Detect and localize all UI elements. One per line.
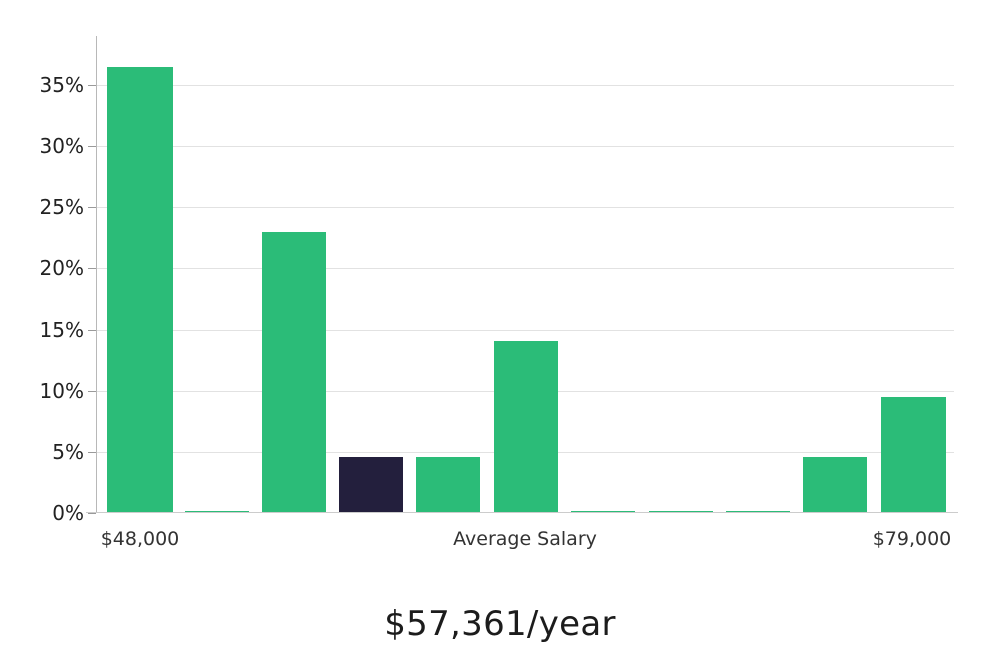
- bar[interactable]: [571, 510, 635, 513]
- y-tick-label: 35%: [39, 72, 84, 97]
- x-tick-label-min: $48,000: [100, 528, 180, 550]
- bar[interactable]: [107, 66, 173, 513]
- x-axis-line: [86, 512, 958, 513]
- bar[interactable]: [649, 510, 713, 513]
- y-tick-label: 15%: [39, 317, 84, 342]
- bar[interactable]: [262, 231, 326, 513]
- bar[interactable]: [803, 456, 867, 513]
- y-tick-label: 30%: [39, 134, 84, 159]
- y-tick-label: 10%: [39, 378, 84, 403]
- y-tick-mark: [88, 268, 96, 270]
- y-tick-label: 25%: [39, 195, 84, 220]
- y-tick-label: 20%: [39, 256, 84, 281]
- y-tick-mark: [88, 207, 96, 209]
- gridline: [96, 146, 954, 148]
- bar[interactable]: [881, 396, 946, 513]
- y-tick-label: 0%: [52, 501, 84, 525]
- gridline: [96, 84, 954, 86]
- x-tick-label-max: $79,000: [872, 528, 952, 550]
- y-tick-mark: [88, 329, 96, 331]
- y-tick-mark: [88, 513, 96, 514]
- bar[interactable]: [726, 510, 790, 513]
- average-salary-caption: $57,361/year: [384, 604, 616, 644]
- y-tick-mark: [88, 451, 96, 453]
- y-tick-label: 5%: [52, 439, 84, 464]
- y-axis-line: [96, 36, 97, 513]
- gridline: [96, 268, 954, 270]
- y-tick-mark: [88, 390, 96, 392]
- bar[interactable]: [416, 456, 480, 513]
- gridline: [96, 329, 954, 331]
- y-tick-mark: [88, 84, 96, 86]
- gridline: [96, 207, 954, 209]
- bars-layer: [96, 36, 954, 513]
- bar[interactable]: [185, 510, 249, 513]
- bar-highlighted[interactable]: [339, 456, 403, 513]
- bar[interactable]: [494, 340, 558, 513]
- x-axis-title: Average Salary: [453, 528, 597, 550]
- y-tick-mark: [88, 146, 96, 148]
